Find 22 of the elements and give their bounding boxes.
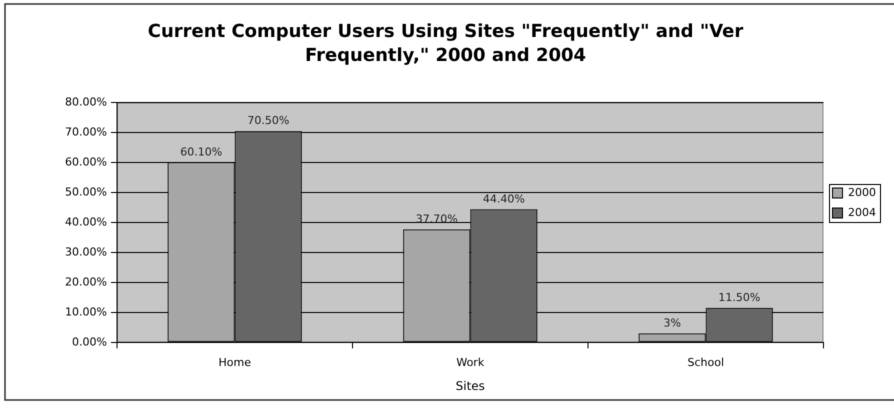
- x-tick-label: Home: [218, 356, 252, 369]
- data-label: 3%: [663, 316, 681, 330]
- y-tick-label: 30.00%: [65, 245, 107, 258]
- x-axis-title: Sites: [456, 378, 485, 393]
- y-tick-label: 60.00%: [65, 155, 107, 168]
- data-label: 37.70%: [416, 212, 458, 226]
- x-tick-label: School: [687, 356, 724, 369]
- y-tick-label: 70.00%: [65, 125, 107, 138]
- legend-label: 2004: [848, 206, 876, 219]
- y-tick-label: 0.00%: [72, 335, 107, 348]
- x-tick-label: Work: [456, 356, 485, 369]
- data-label: 70.50%: [247, 114, 290, 128]
- y-tick-label: 40.00%: [65, 215, 107, 228]
- data-label: 44.40%: [482, 192, 525, 206]
- y-tick-label: 50.00%: [65, 185, 107, 198]
- y-tick-label: 20.00%: [65, 275, 107, 288]
- data-label: 60.10%: [180, 145, 222, 158]
- y-tick-label: 10.00%: [65, 305, 107, 318]
- data-label: 11.50%: [718, 290, 760, 304]
- legend-label: 2000: [848, 186, 876, 199]
- y-tick-label: 80.00%: [65, 95, 107, 108]
- chart-title: Current Computer Users Using Sites "Frequently" and "Ver Frequently," 2000 and 2004: [148, 20, 744, 66]
